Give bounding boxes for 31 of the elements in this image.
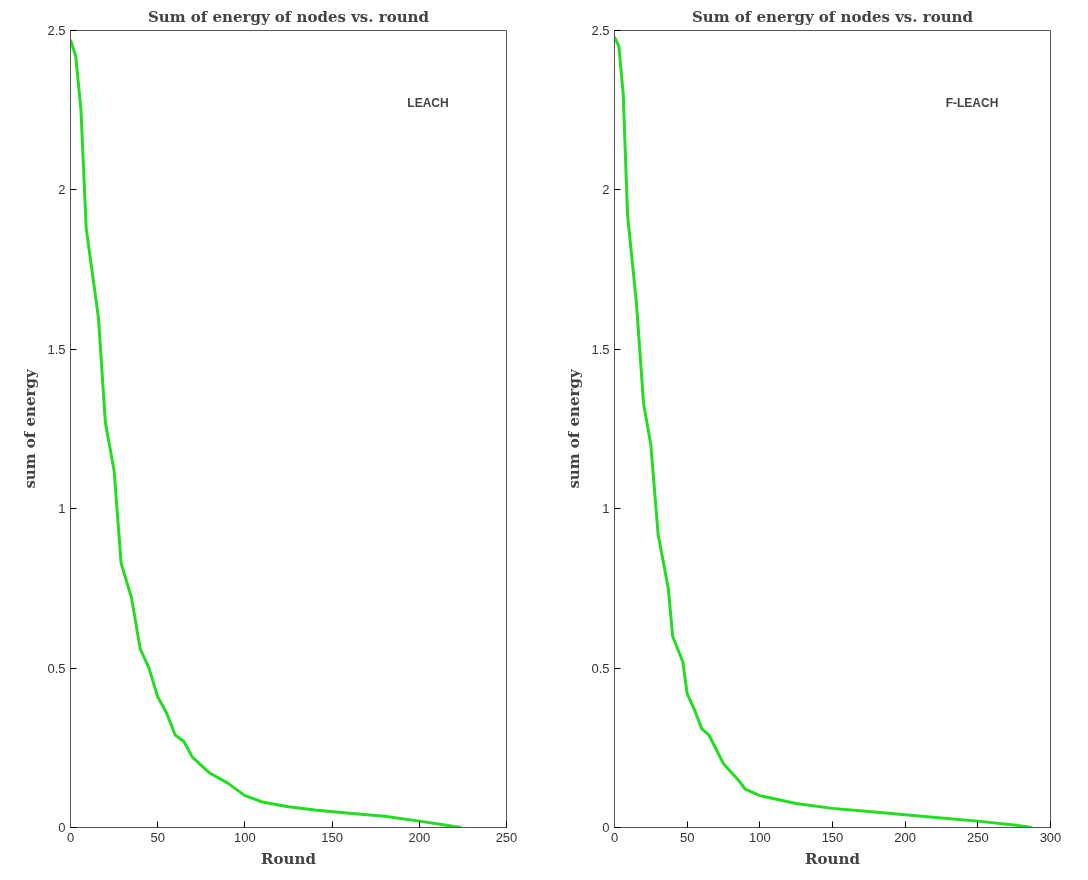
x-tick-label: 50 [150, 829, 165, 845]
y-tick-label: 0.5 [47, 660, 66, 676]
y-tick-label: 1 [58, 501, 66, 517]
y-tick-label: 1 [602, 501, 610, 517]
y-axis-title: sum of energy [21, 368, 40, 489]
annotation: LEACH [407, 96, 449, 111]
x-tick-label: 200 [894, 829, 917, 845]
x-axis-title: Round [805, 849, 861, 868]
y-tick-label: 2 [58, 182, 66, 198]
y-tick-label: 2 [602, 182, 610, 198]
y-tick-label: 2.5 [47, 23, 66, 38]
chart-title: Sum of energy of nodes vs. round [692, 7, 974, 26]
y-tick-label: 1.5 [591, 341, 610, 357]
line-series [70, 38, 463, 828]
line-series [614, 35, 1034, 828]
y-axis-title: sum of energy [565, 368, 584, 489]
x-tick-label: 50 [679, 829, 695, 845]
x-tick-label: 150 [821, 829, 844, 845]
x-tick-label: 250 [966, 829, 989, 845]
annotation: F-LEACH [945, 96, 999, 111]
x-axis-title: Round [261, 849, 317, 868]
x-tick-label: 150 [321, 829, 343, 845]
x-tick-label: 100 [234, 829, 256, 845]
x-tick-label: 250 [495, 829, 518, 845]
y-tick-label: 1.5 [47, 341, 66, 357]
x-tick-label: 100 [748, 829, 771, 845]
chart-title: Sum of energy of nodes vs. round [148, 7, 430, 26]
y-tick-label: 2.5 [591, 23, 610, 38]
x-tick-label: 300 [1039, 829, 1062, 845]
x-tick-label: 200 [408, 829, 431, 845]
y-tick-label: 0.5 [591, 660, 610, 676]
